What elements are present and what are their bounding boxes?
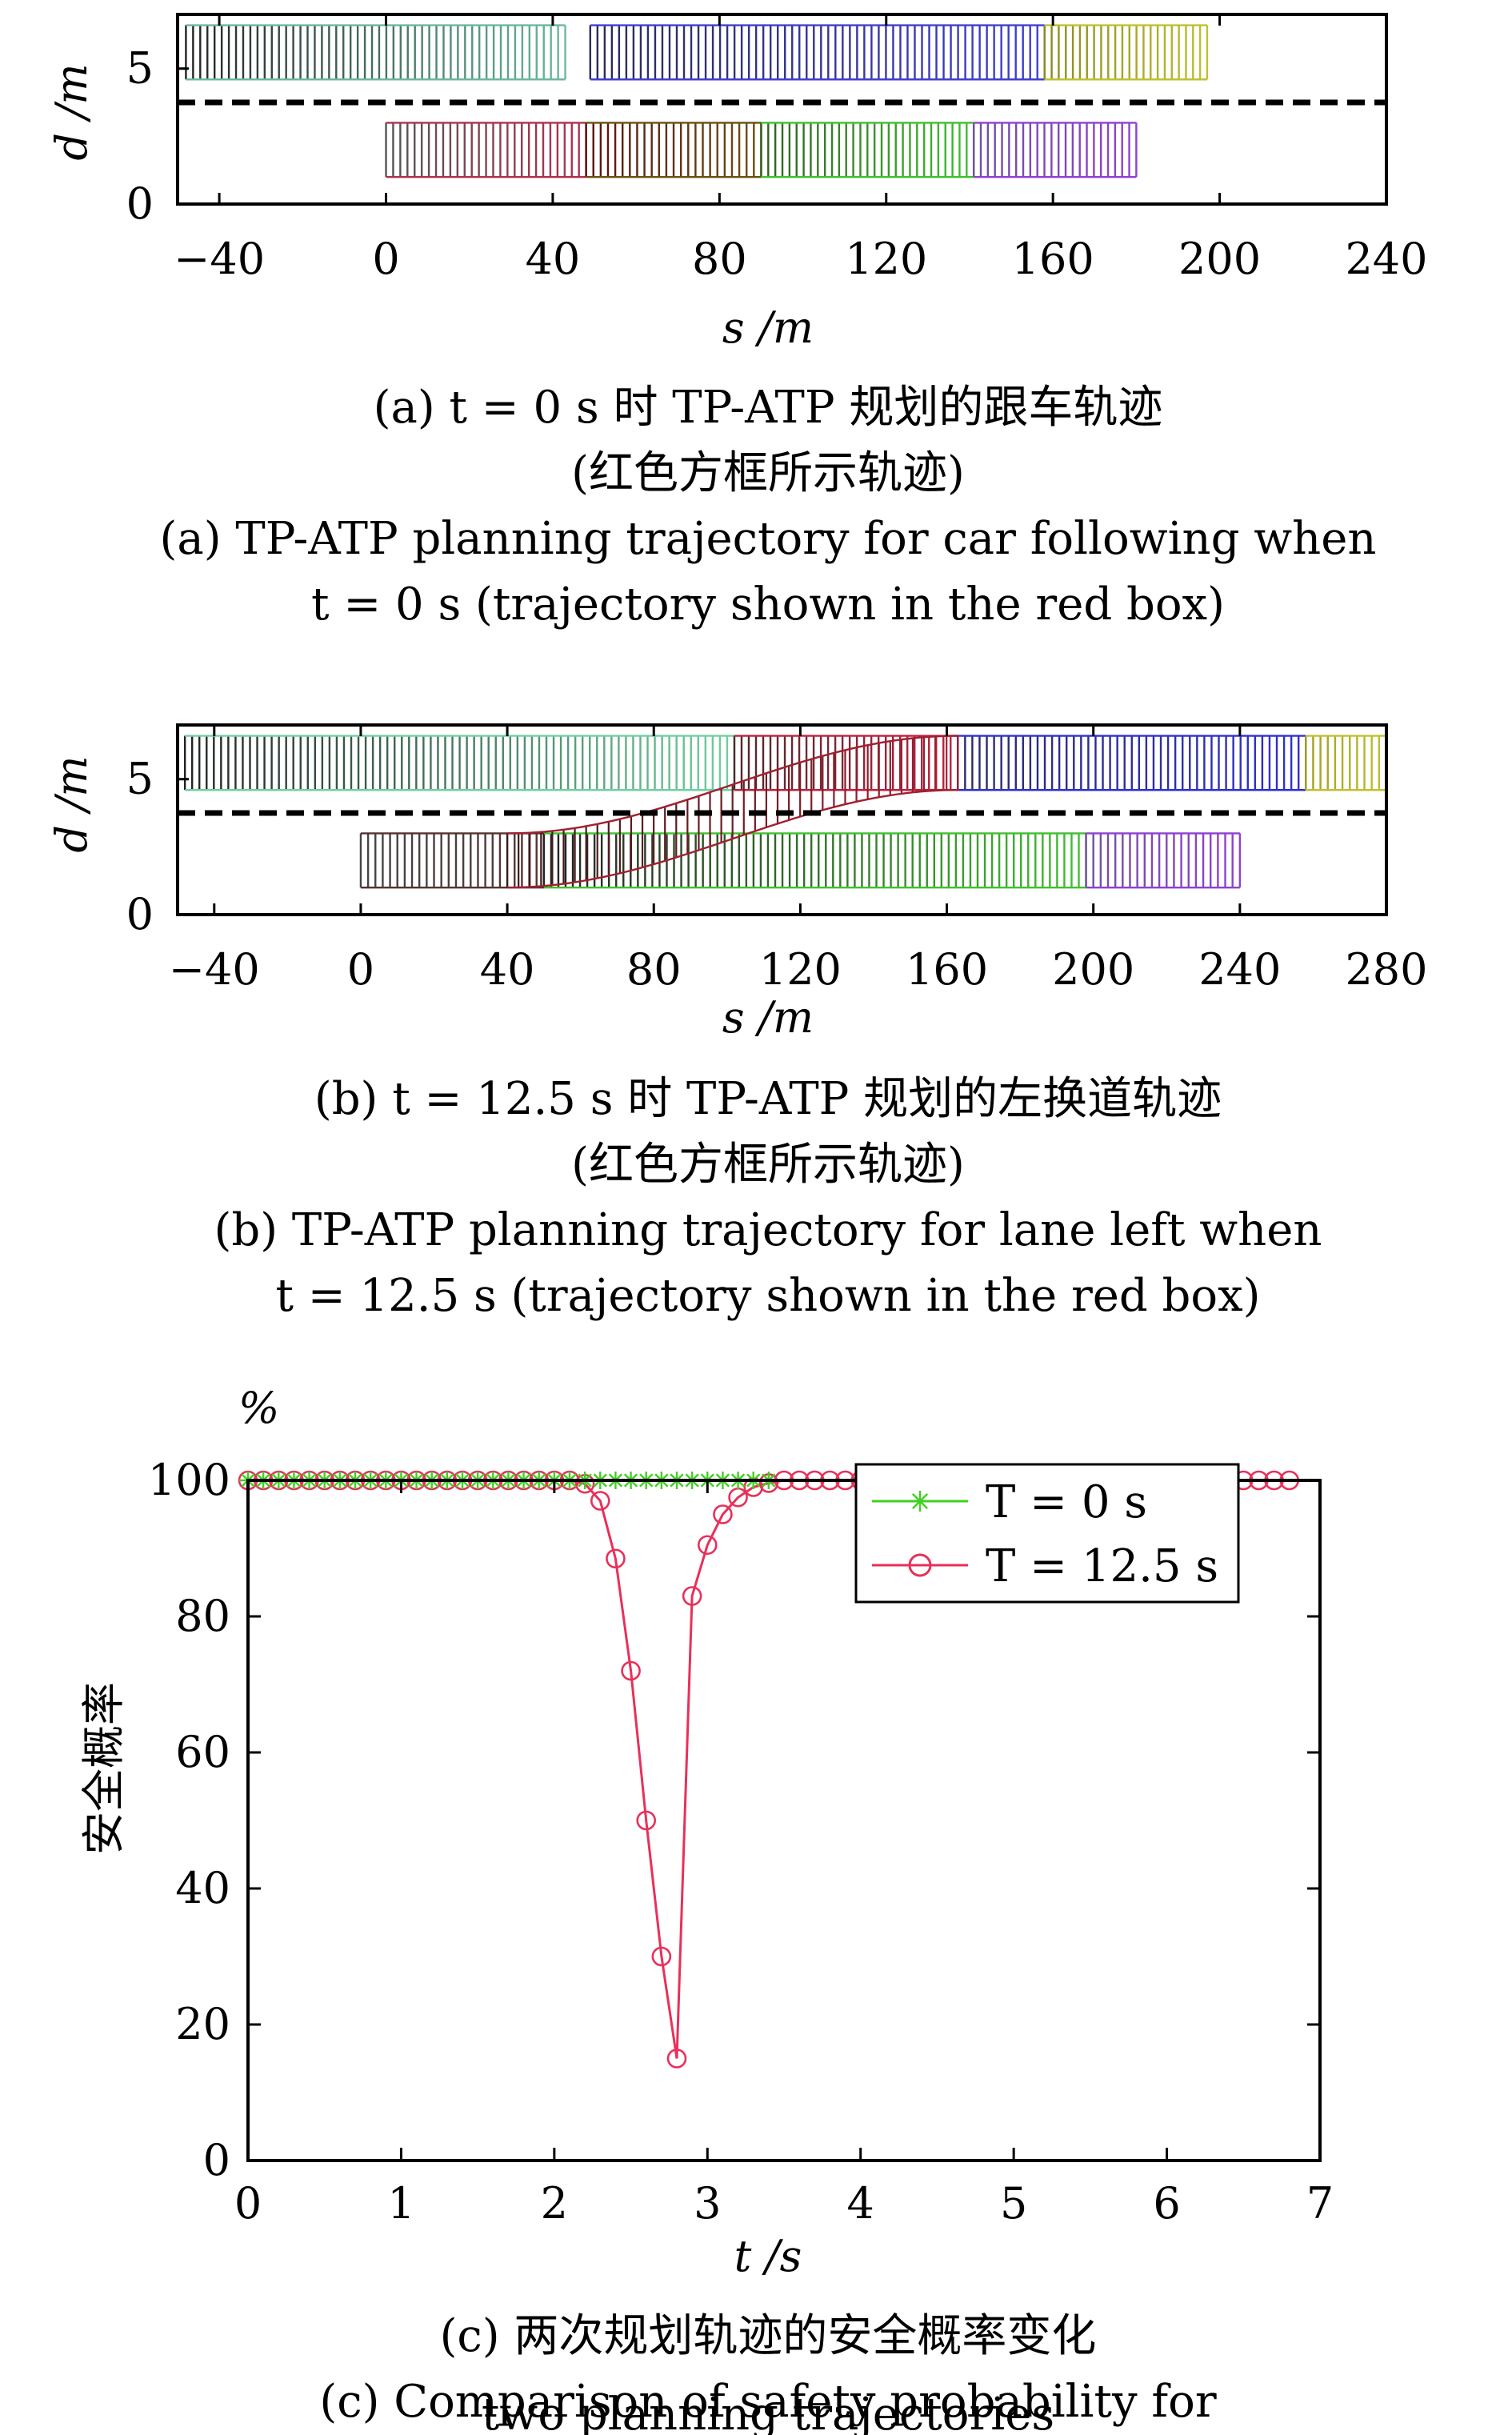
data-point-circle: [682, 1586, 702, 1606]
x-ticks-a: −40 0 40 80 120 160 200 240: [174, 14, 1428, 284]
x-tick-label: 2: [541, 2178, 568, 2229]
trajectory-box: [1043, 24, 1209, 81]
data-point-circle: [606, 1548, 626, 1569]
x-tick-label: 160: [1012, 234, 1094, 284]
lane-change-edge-top: [507, 735, 958, 835]
caption-b-en-1: (b) TP-ATP planning trajectory for lane …: [214, 1204, 1322, 1256]
trajectory-box: [542, 832, 1087, 889]
y-tick-label: 20: [175, 1999, 230, 2049]
x-tick-label: 40: [526, 234, 581, 284]
x-tick-label: 6: [1153, 2178, 1180, 2229]
x-axis-label-b: s /m: [722, 992, 814, 1043]
lane-change-trajectory-b: [506, 735, 959, 889]
y-ticks-c: 0 20 40 60 80 100: [148, 1455, 1320, 2185]
y-tick-label: 5: [126, 754, 154, 804]
legend-box: [854, 1463, 1240, 1604]
x-ticks-b: −40 0 40 80 120 160 200 240 280: [169, 725, 1428, 995]
trajectory-box: [972, 122, 1138, 178]
caption-c-en-1: (c) Comparison of safety probability for: [319, 2376, 1216, 2428]
caption-b-cn-1: (b) t = 12.5 s 时 TP-ATP 规划的左换道轨迹: [314, 1073, 1222, 1125]
x-tick-label: 0: [234, 2178, 262, 2229]
x-tick-label: 80: [626, 944, 682, 995]
trajectory-box: [185, 24, 566, 81]
x-tick-label: 80: [692, 234, 747, 284]
trajectory-box: [957, 735, 1307, 791]
caption-b-cn-2: (红色方框所示轨迹): [571, 1139, 965, 1191]
data-point-circle: [713, 1504, 733, 1524]
x-tick-label: 4: [847, 2178, 874, 2229]
x-tick-label: 0: [347, 944, 374, 995]
x-tick-label: 40: [480, 944, 535, 995]
x-tick-label: 200: [1052, 944, 1134, 995]
panel-b: −40 0 40 80 120 160 200 240 280 05 s /m d /m (b)…: [46, 723, 1428, 1322]
panel-c: 0 1 2 3 4 5 6 7 0 20 40 60 80 100 % 安全概率 t /s T = 0 …: [78, 1383, 1334, 2428]
y-tick-label: 40: [175, 1863, 230, 1913]
data-point-circle: [666, 2049, 687, 2069]
trajectory-box: [585, 122, 762, 178]
data-point-circle: [636, 1810, 657, 1831]
x-axis-label-c: t /s: [734, 2231, 802, 2281]
x-ticks-c: 0 1 2 3 4 5 6 7: [234, 1480, 1334, 2229]
y-tick-label: 80: [175, 1591, 230, 1641]
legend-label-t0: T = 0 s: [986, 1476, 1147, 1528]
y-tick-label: 100: [148, 1455, 230, 1505]
data-point-circle: [621, 1660, 641, 1681]
y-tick-label: 0: [203, 2135, 230, 2185]
caption-a-en-2: t = 0 s (trajectory shown in the red box…: [311, 579, 1225, 631]
y-axis-label-a: d /m: [46, 63, 97, 160]
y-axis-label-c: 安全概率: [78, 1682, 129, 1855]
caption-b-en-2: t = 12.5 s (trajectory shown in the red …: [275, 1270, 1260, 1322]
x-tick-label: 160: [906, 944, 988, 995]
y-ticks-a: 05: [126, 43, 189, 229]
x-tick-label: −40: [169, 944, 260, 995]
caption-c-cn-1: (c) 两次规划轨迹的安全概率变化: [440, 2310, 1097, 2362]
x-tick-label: 1: [387, 2178, 414, 2229]
data-point-circle: [590, 1491, 610, 1511]
caption-a-en-1: (a) TP-ATP planning trajectory for car f…: [160, 513, 1377, 565]
plot-frame-c: [246, 1479, 1322, 2162]
caption-a-cn-1: (a) t = 0 s 时 TP-ATP 规划的跟车轨迹: [374, 382, 1163, 434]
trajectory-box: [1305, 735, 1388, 791]
x-tick-label: 240: [1198, 944, 1281, 995]
trajectory-boxes-a: [185, 24, 1209, 178]
x-tick-label: 3: [694, 2178, 721, 2229]
trajectory-box: [385, 122, 587, 178]
y-tick-label: 5: [126, 43, 154, 94]
data-point-circle: [651, 1946, 672, 1967]
x-axis-label-a: s /m: [722, 302, 814, 353]
trajectory-box: [1085, 832, 1242, 889]
plot-frame-b: [176, 723, 1388, 916]
trajectory-box: [760, 122, 975, 178]
trajectory-box: [589, 24, 1046, 81]
x-tick-label: 0: [372, 234, 399, 284]
legend-marker-asterisk: [910, 1491, 930, 1512]
x-tick-label: 240: [1345, 234, 1427, 284]
lane-change-edge-bottom: [507, 789, 958, 889]
x-tick-label: 120: [845, 234, 927, 284]
panel-a: −40 0 40 80 120 160 200 240 05 s /m d /m (a) t …: [46, 13, 1428, 631]
plot-frame-a: [176, 13, 1388, 206]
y-axis-label-b: d /m: [46, 755, 97, 852]
trajectory-box: [359, 832, 546, 889]
x-tick-label: 120: [759, 944, 842, 995]
x-tick-label: 5: [1000, 2178, 1027, 2229]
legend-label-t125: T = 12.5 s: [986, 1540, 1218, 1592]
y-tick-label: 0: [126, 889, 154, 939]
x-tick-label: 200: [1178, 234, 1261, 284]
x-tick-label: 280: [1345, 944, 1427, 995]
legend-marker-circle: [908, 1553, 932, 1577]
caption-c-en-2: two planning trajectories: [482, 2389, 1054, 2435]
x-tick-label: −40: [174, 234, 265, 284]
unit-label-c: %: [238, 1383, 279, 1433]
legend-c: T = 0 s T = 12.5 s: [854, 1463, 1240, 1604]
y-tick-label: 0: [126, 178, 154, 229]
y-tick-label: 60: [175, 1727, 230, 1777]
x-tick-label: 7: [1306, 2178, 1334, 2229]
caption-a-cn-2: (红色方框所示轨迹): [571, 447, 965, 499]
data-point-circle: [697, 1535, 718, 1556]
y-ticks-b: 05: [126, 754, 189, 939]
legend-asterisk: [910, 1491, 930, 1512]
trajectory-box: [183, 735, 736, 791]
